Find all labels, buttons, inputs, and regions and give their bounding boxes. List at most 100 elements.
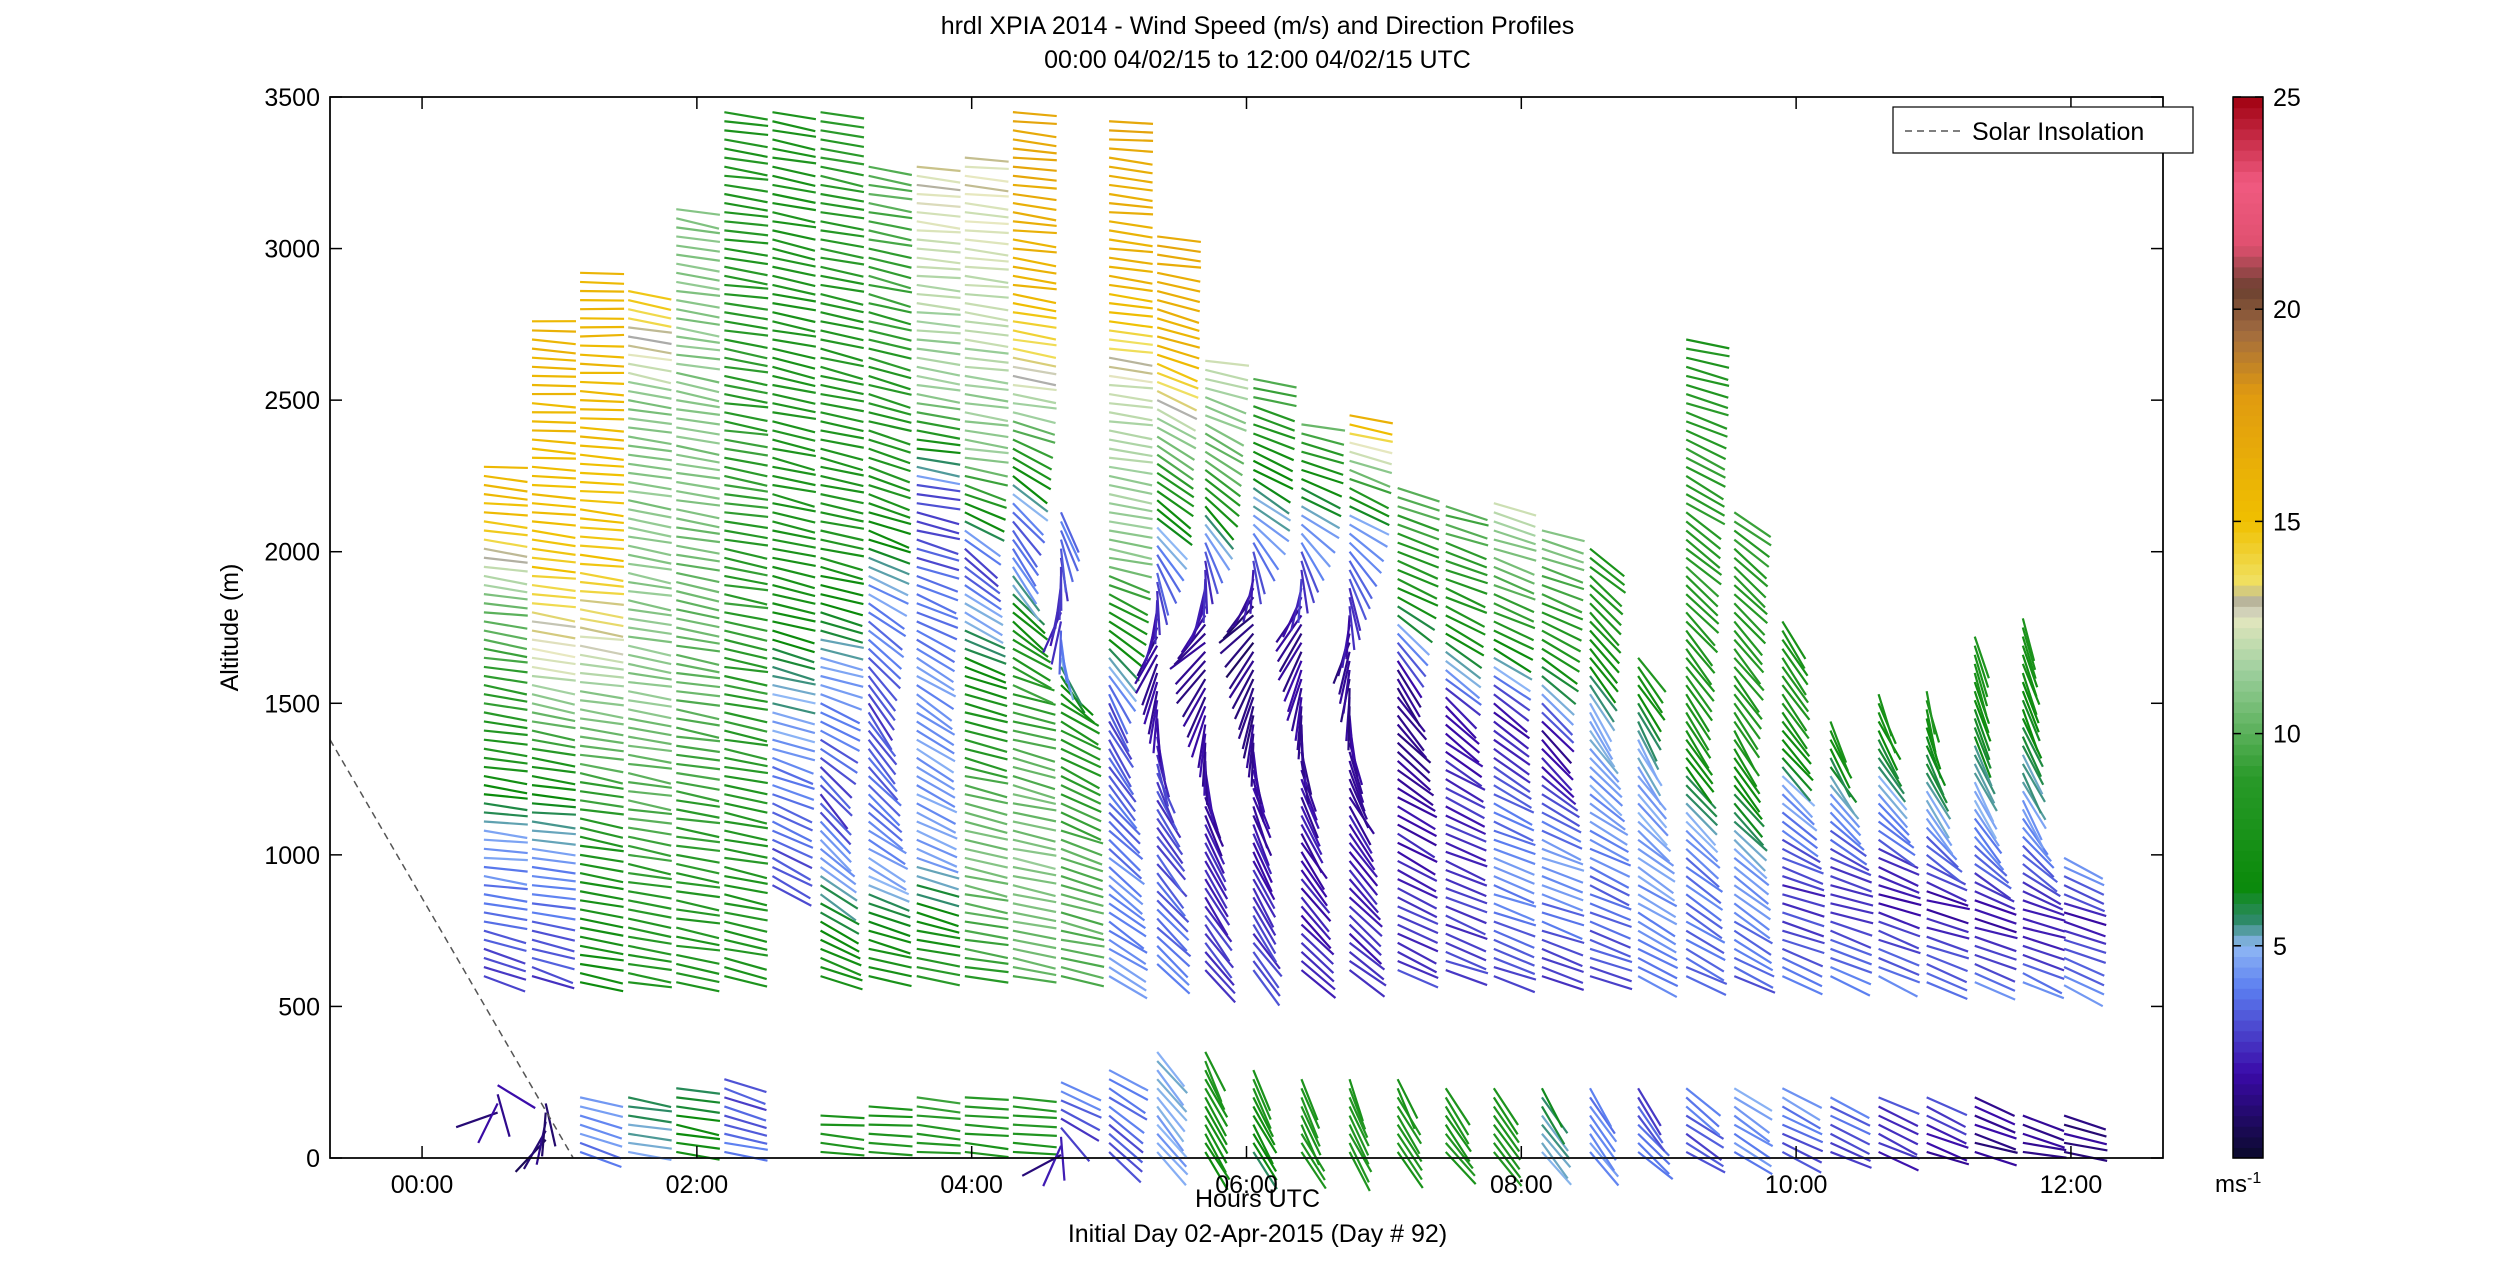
wind-barb [2063,1132,2108,1146]
wind-barb [1012,502,1045,536]
wind-barb [1204,923,1231,963]
wind-barb [579,817,624,830]
wind-barb [1252,969,1281,1007]
wind-barb [1830,920,1873,937]
wind-barb [1156,499,1192,530]
wind-barb [1012,811,1057,823]
wind-barb [1156,1133,1188,1168]
wind-barb [627,953,672,963]
wind-barb [1829,775,1855,814]
wind-barb [1589,693,1616,732]
wind-barb [1156,317,1200,332]
wind-barb [724,602,769,610]
wind-barb [724,383,768,395]
wind-barb [1637,875,1676,902]
wind-barb [1781,638,1809,677]
wind-barb [1205,359,1250,367]
wind-barb [483,520,528,530]
wind-barb [916,292,961,299]
wind-barb [531,865,576,875]
wind-barb [1541,747,1574,781]
wind-barb [1396,660,1423,699]
wind-barb [627,380,672,392]
wind-barb [916,1141,961,1147]
wind-barb [724,711,768,724]
wind-barb [1733,629,1763,666]
wind-barb [868,965,912,978]
wind-barb [1204,805,1225,848]
wind-barb [772,356,816,370]
wind-barb [1733,847,1768,880]
colorbar-segment [2233,871,2263,883]
wind-barb [1156,872,1185,910]
wind-barb [868,220,913,231]
wind-barb [579,881,624,891]
wind-barb [1733,757,1761,795]
wind-barb [1148,700,1159,744]
wind-barb [1109,129,1154,134]
wind-barb [1733,766,1762,804]
wind-barb [964,283,1009,289]
wind-barb [820,292,864,306]
wind-barb [1108,602,1150,624]
wind-barb [1733,938,1773,965]
wind-barb [1541,902,1585,917]
wind-barb [1541,802,1581,828]
wind-barb [1108,957,1147,984]
wind-barb [1253,377,1297,389]
wind-barb [1781,1123,1824,1144]
wind-barb [1108,402,1153,409]
wind-barb [1733,829,1768,862]
wind-barb [1685,975,1727,996]
wind-barb [1108,975,1148,1000]
wind-barb [676,380,720,394]
wind-barb [1685,857,1720,888]
wind-barb [628,1123,672,1131]
wind-barb [1012,138,1057,148]
wind-barb [1973,699,1992,742]
wind-barb [916,465,960,478]
wind-barb [1878,1114,1919,1136]
wind-barb [1397,905,1439,926]
wind-barb [1012,702,1056,716]
wind-barb [1878,956,1920,976]
wind-barb [1829,1105,1871,1127]
wind-barb [1974,863,2012,890]
wind-barb [1156,462,1194,490]
colorbar-segment [2233,500,2263,512]
wind-barb [1637,820,1672,853]
wind-barb [1493,675,1532,701]
wind-barb [1877,811,1912,844]
wind-barb [1300,969,1337,999]
y-tick-label: 1500 [264,690,320,718]
wind-barb [483,665,528,674]
wind-barb [1493,738,1531,766]
wind-barb [724,393,768,404]
wind-barb [964,747,1008,761]
wind-barb [676,280,720,291]
wind-barb [1294,697,1303,741]
wind-barb [531,647,576,659]
wind-barb [1058,630,1063,675]
wind-barb [2022,844,2055,878]
wind-barb [724,893,768,907]
wind-barb [579,753,624,761]
wind-barb [1300,523,1336,554]
profile-column [820,1114,865,1157]
wind-barb [1108,847,1143,880]
wind-barb [1973,654,1989,698]
wind-barb [772,129,817,138]
profile-column [1878,1096,1920,1172]
wind-barb [724,693,768,703]
wind-barb [531,438,576,445]
wind-barb [1493,956,1536,976]
wind-barb [1926,972,1968,992]
wind-barb [2021,781,2047,821]
wind-barb [531,793,576,802]
colorbar-segment [2233,754,2263,767]
colorbar-segment [2233,1030,2263,1042]
wind-barb [1338,660,1351,705]
colorbar-segment [2233,351,2263,363]
wind-barb [1589,556,1626,587]
wind-barb [1300,896,1330,933]
